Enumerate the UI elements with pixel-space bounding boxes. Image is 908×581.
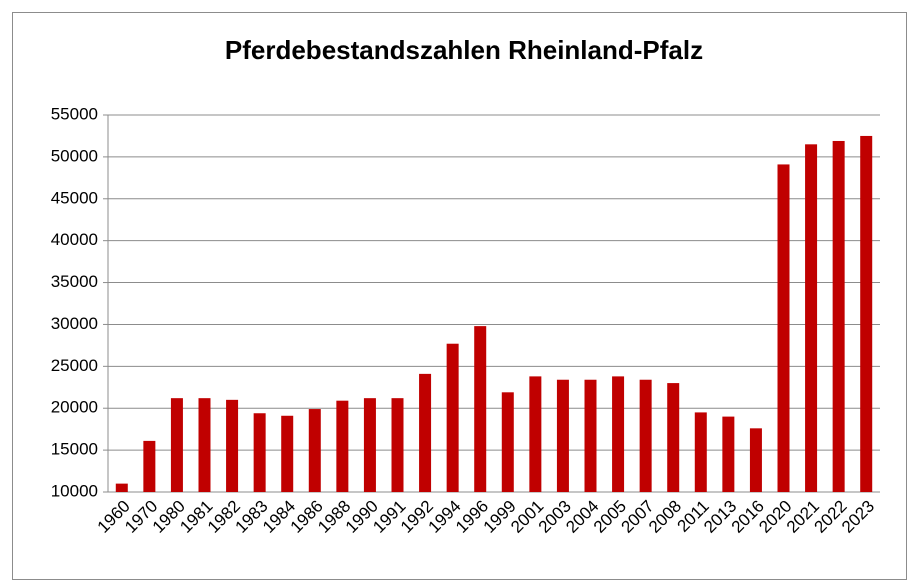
chart-frame <box>12 12 907 580</box>
bar <box>777 164 790 492</box>
y-tick-label: 35000 <box>51 272 98 291</box>
bar <box>722 416 735 492</box>
bar <box>308 409 321 492</box>
bar <box>115 483 128 492</box>
bar <box>253 413 266 492</box>
bar <box>749 428 762 492</box>
bar <box>363 398 376 492</box>
y-tick-label: 45000 <box>51 188 98 207</box>
bar <box>474 326 487 492</box>
y-tick-label: 30000 <box>51 314 98 333</box>
bar <box>501 392 514 492</box>
y-tick-label: 50000 <box>51 146 98 165</box>
bar <box>446 343 459 492</box>
bar <box>832 140 845 492</box>
bar <box>612 376 625 492</box>
y-tick-label: 40000 <box>51 230 98 249</box>
bar <box>336 400 349 492</box>
bar <box>667 383 680 492</box>
bar <box>805 144 818 493</box>
bar <box>226 399 239 492</box>
bar <box>143 440 156 492</box>
y-tick-label: 55000 <box>51 104 98 123</box>
bar <box>281 415 294 492</box>
y-tick-label: 25000 <box>51 356 98 375</box>
bar <box>860 135 873 492</box>
bar <box>529 376 542 492</box>
y-tick-label: 10000 <box>51 481 98 500</box>
bar <box>694 412 707 492</box>
bar <box>170 398 183 492</box>
y-tick-label: 20000 <box>51 398 98 417</box>
bar <box>419 373 432 492</box>
y-tick-label: 15000 <box>51 440 98 459</box>
bar <box>198 398 211 492</box>
bar <box>584 379 597 492</box>
chart-title: Pferdebestandszahlen Rheinland-Pfalz <box>225 35 703 65</box>
bar <box>391 398 404 492</box>
bar <box>639 379 652 492</box>
bar <box>556 379 569 492</box>
